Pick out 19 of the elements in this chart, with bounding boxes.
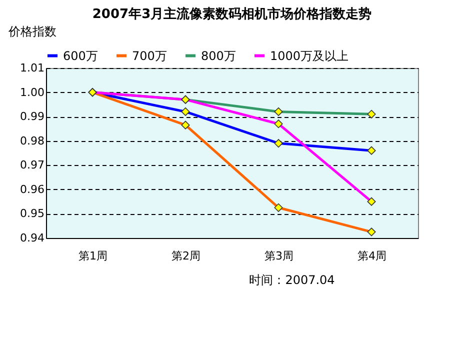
legend-label: 1000万及以上 <box>270 48 349 63</box>
legend-label: 600万 <box>63 48 98 63</box>
y-tick-label: 0.95 <box>20 207 44 220</box>
x-tick-label: 第1周 <box>78 250 108 262</box>
y-tick-label: 0.97 <box>20 158 44 172</box>
text: 时间：2007.04 <box>249 273 335 287</box>
x-tick-label: 第3周 <box>264 250 294 262</box>
y-tick-label: 0.99 <box>20 110 44 124</box>
y-tick-label: 0.96 <box>20 182 44 196</box>
chart-title: 2007年3月主流像素数码相机市场价格指数走势 <box>92 6 372 22</box>
x-tick-label: 第4周 <box>358 250 386 262</box>
legend-label: 800万 <box>201 48 236 63</box>
y-tick-label: 0.94 <box>20 232 44 244</box>
y-tick-label: 1.00 <box>20 86 44 99</box>
x-tick-label: 第2周 <box>172 250 200 262</box>
legend-label: 700万 <box>132 48 167 63</box>
y-tick-label: 1.01 <box>20 62 44 74</box>
y-tick-label: 0.98 <box>20 134 44 148</box>
y-axis-title: 价格指数 <box>8 24 56 38</box>
